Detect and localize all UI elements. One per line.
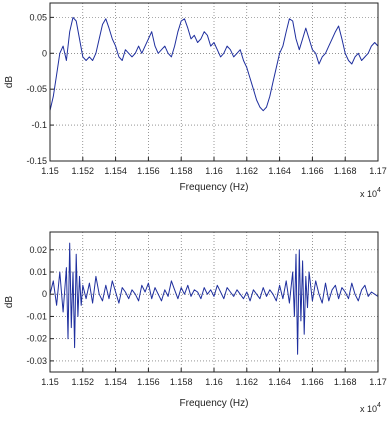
- x-axis-multiplier: x 104: [360, 402, 381, 414]
- x-tick-label: 1.166: [301, 166, 324, 176]
- x-axis-label: Frequency (Hz): [180, 398, 249, 409]
- x-tick-label: 1.158: [170, 166, 193, 176]
- x-tick-label: 1.162: [236, 166, 259, 176]
- x-tick-label: 1.158: [170, 377, 193, 387]
- y-axis-label: dB: [4, 296, 15, 309]
- y-tick-label: 0.02: [29, 245, 47, 255]
- x-tick-label: 1.168: [334, 166, 357, 176]
- y-tick-label: -0.1: [31, 120, 47, 130]
- x-tick-label: 1.152: [72, 166, 95, 176]
- y-tick-label: -0.15: [26, 156, 47, 166]
- x-tick-label: 1.168: [334, 377, 357, 387]
- y-tick-label: -0.03: [26, 356, 47, 366]
- x-tick-label: 1.15: [41, 377, 59, 387]
- x-tick-label: 1.154: [104, 166, 127, 176]
- x-tick-label: 1.164: [268, 377, 291, 387]
- y-tick-label: -0.02: [26, 334, 47, 344]
- x-tick-label: 1.156: [137, 166, 160, 176]
- y-tick-label: 0: [42, 48, 47, 58]
- series-line: [49, 242, 379, 355]
- x-tick-label: 1.17: [369, 377, 387, 387]
- x-axis-label: Frequency (Hz): [180, 182, 249, 193]
- series-line: [49, 16, 379, 112]
- x-tick-label: 1.154: [104, 377, 127, 387]
- y-tick-label: 0: [42, 289, 47, 299]
- x-tick-label: 1.164: [268, 166, 291, 176]
- chart-panel-1: 1.15 1.152 1.154 1.156 1.158 1.16 1.162 1.164 1.…: [4, 2, 387, 199]
- x-tick-label: 1.166: [301, 377, 324, 387]
- y-axis-label: dB: [4, 76, 15, 89]
- y-tick-label: -0.05: [26, 84, 47, 94]
- y-tick-label: 0.05: [29, 12, 47, 22]
- x-tick-label: 1.156: [137, 377, 160, 387]
- x-axis-multiplier: x 104: [360, 187, 381, 199]
- chart-panel-2: 1.15 1.152 1.154 1.156 1.158 1.16 1.162 1.164 1.…: [4, 231, 387, 414]
- x-tick-label: 1.16: [205, 166, 223, 176]
- x-tick-label: 1.16: [205, 377, 223, 387]
- y-tick-label: 0.01: [29, 267, 47, 277]
- x-tick-label: 1.152: [72, 377, 95, 387]
- y-tick-label: -0.01: [26, 311, 47, 321]
- x-tick-label: 1.15: [41, 166, 59, 176]
- x-tick-label: 1.17: [369, 166, 387, 176]
- x-tick-label: 1.162: [236, 377, 259, 387]
